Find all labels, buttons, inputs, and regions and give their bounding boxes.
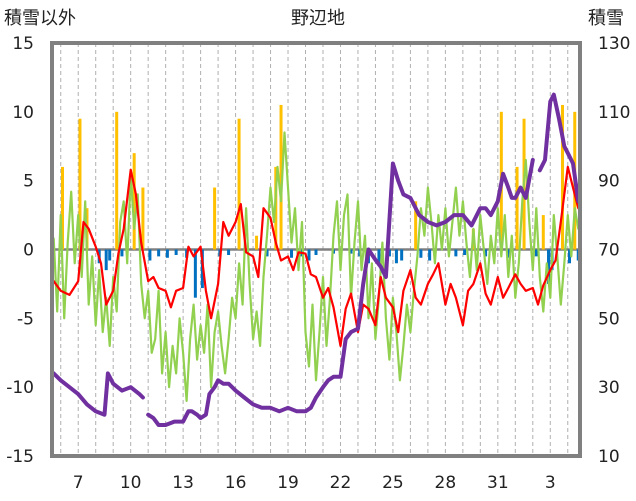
axis-layer	[50, 41, 582, 458]
x-tick-label: 31	[487, 473, 509, 493]
right-tick-label: 70	[598, 241, 620, 261]
left-tick-label: 15	[12, 34, 34, 54]
bar-mark	[428, 249, 432, 261]
bar-mark	[165, 249, 169, 258]
bar-mark	[314, 249, 318, 256]
series-line-temperature	[52, 165, 580, 347]
bar-mark	[463, 249, 467, 256]
bar-mark	[387, 249, 391, 257]
left-tick-label: -15	[6, 447, 34, 467]
left-tick-label: 5	[23, 172, 34, 192]
bar-mark	[307, 249, 311, 261]
bar-mark	[227, 249, 231, 256]
bar-mark	[78, 118, 82, 250]
right-tick-label: 30	[598, 378, 620, 398]
left-tick-label: -10	[6, 378, 34, 398]
bar-mark	[547, 249, 551, 284]
bar-mark	[237, 118, 241, 250]
bar-mark	[290, 249, 294, 258]
bar-mark	[377, 249, 381, 267]
bar-mark	[132, 153, 136, 250]
bar-mark	[108, 249, 112, 261]
bar-mark	[148, 249, 152, 261]
bar-mark	[568, 249, 572, 264]
right-tick-label: 10	[598, 447, 620, 467]
bar-mark	[349, 249, 353, 254]
bar-mark	[157, 249, 161, 257]
bar-mark	[541, 215, 545, 250]
x-tick-label: 13	[172, 473, 194, 493]
x-tick-label: 7	[73, 473, 84, 493]
bar-mark	[454, 249, 458, 257]
x-tick-label: 16	[225, 473, 247, 493]
x-tick-label: 22	[330, 473, 352, 493]
bar-mark	[255, 235, 259, 250]
bar-mark	[419, 249, 423, 258]
x-tick-label: 19	[277, 473, 299, 493]
label-layer: 積雪以外 野辺地 積雪 -15 -10 -5 0 5 10 15 10 30 50 70 90 110 1…	[4, 8, 630, 493]
x-tick-label: 3	[545, 473, 556, 493]
right-tick-label: 130	[598, 34, 630, 54]
bar-mark	[265, 249, 269, 257]
right-tick-label: 50	[598, 309, 620, 329]
bar-mark	[534, 249, 538, 257]
bar-mark	[193, 249, 197, 298]
bar-mark	[561, 104, 565, 250]
right-tick-label: 90	[598, 172, 620, 192]
bar-mark	[60, 166, 64, 250]
line-layer	[51, 92, 581, 427]
left-tick-label: 0	[23, 241, 34, 261]
bar-mark	[115, 111, 119, 250]
bar-mark	[484, 249, 488, 257]
bar-mark	[174, 249, 178, 256]
bar-mark	[394, 249, 398, 264]
left-axis-label: 積雪以外	[4, 8, 76, 29]
chart-title: 野辺地	[291, 8, 345, 29]
right-tick-label: 110	[598, 103, 630, 123]
bar-mark	[141, 187, 145, 250]
bar-mark	[279, 104, 283, 250]
x-tick-label: 10	[120, 473, 142, 493]
bar-mark	[414, 201, 418, 250]
bar-mark	[400, 249, 404, 261]
x-tick-label: 25	[382, 473, 404, 493]
plot-frame	[50, 41, 582, 458]
bar-mark	[506, 249, 510, 258]
bar-mark	[213, 187, 217, 250]
left-tick-label: -5	[17, 309, 34, 329]
bar-mark	[104, 249, 108, 271]
left-tick-label: 10	[12, 103, 34, 123]
bar-mark	[120, 249, 124, 257]
right-axis-label: 積雪	[588, 8, 624, 29]
series-line-wind	[52, 131, 580, 402]
x-tick-label: 28	[435, 473, 457, 493]
series-line-snow-depth	[51, 92, 581, 427]
bar-mark	[515, 166, 519, 250]
